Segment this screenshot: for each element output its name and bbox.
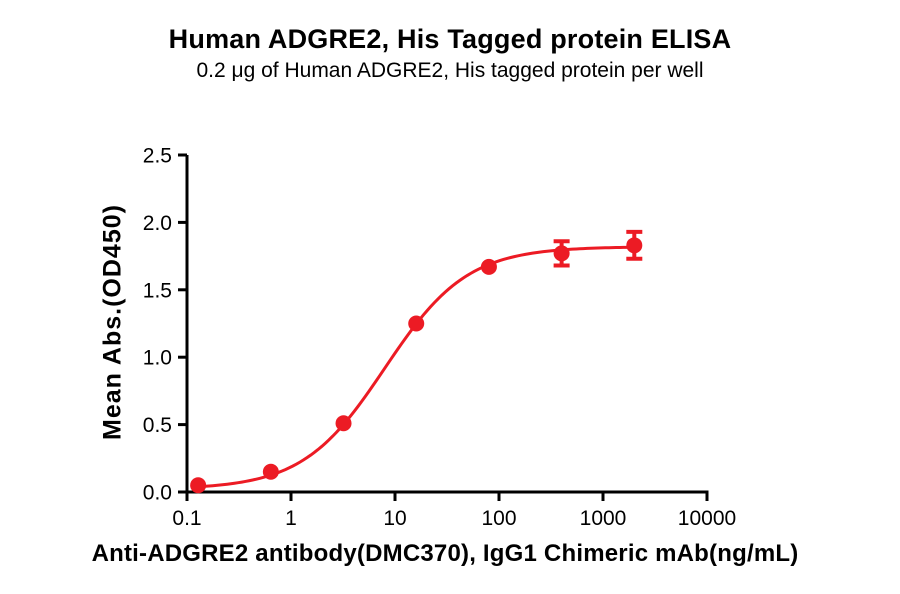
x-axis-title: Anti-ADGRE2 antibody(DMC370), IgG1 Chime… [91, 540, 799, 567]
y-tick-label: 2.5 [143, 145, 172, 168]
data-point [480, 258, 497, 275]
fit-curve [198, 245, 635, 489]
y-tick-label: 0.5 [143, 414, 172, 437]
data-point [553, 245, 570, 262]
data-point [335, 415, 352, 432]
x-tick-label: 10000 [678, 507, 736, 530]
x-tick-label: 1 [285, 507, 297, 530]
x-tick-label: 0.1 [172, 507, 201, 530]
y-tick-label: 0.0 [143, 482, 172, 505]
y-tick-label: 2.0 [143, 212, 172, 235]
y-tick-label: 1.0 [143, 347, 172, 370]
data-point [262, 463, 279, 480]
x-tick-label: 100 [481, 507, 516, 530]
x-tick-label: 10 [383, 507, 406, 530]
data-point [190, 477, 207, 494]
x-tick-label: 1000 [580, 507, 627, 530]
data-point [408, 315, 425, 332]
y-tick-label: 1.5 [143, 279, 172, 302]
data-point [626, 237, 643, 254]
chart-title: Human ADGRE2, His Tagged protein ELISA [168, 24, 732, 54]
chart-subtitle: 0.2 μg of Human ADGRE2, His tagged prote… [196, 59, 704, 82]
